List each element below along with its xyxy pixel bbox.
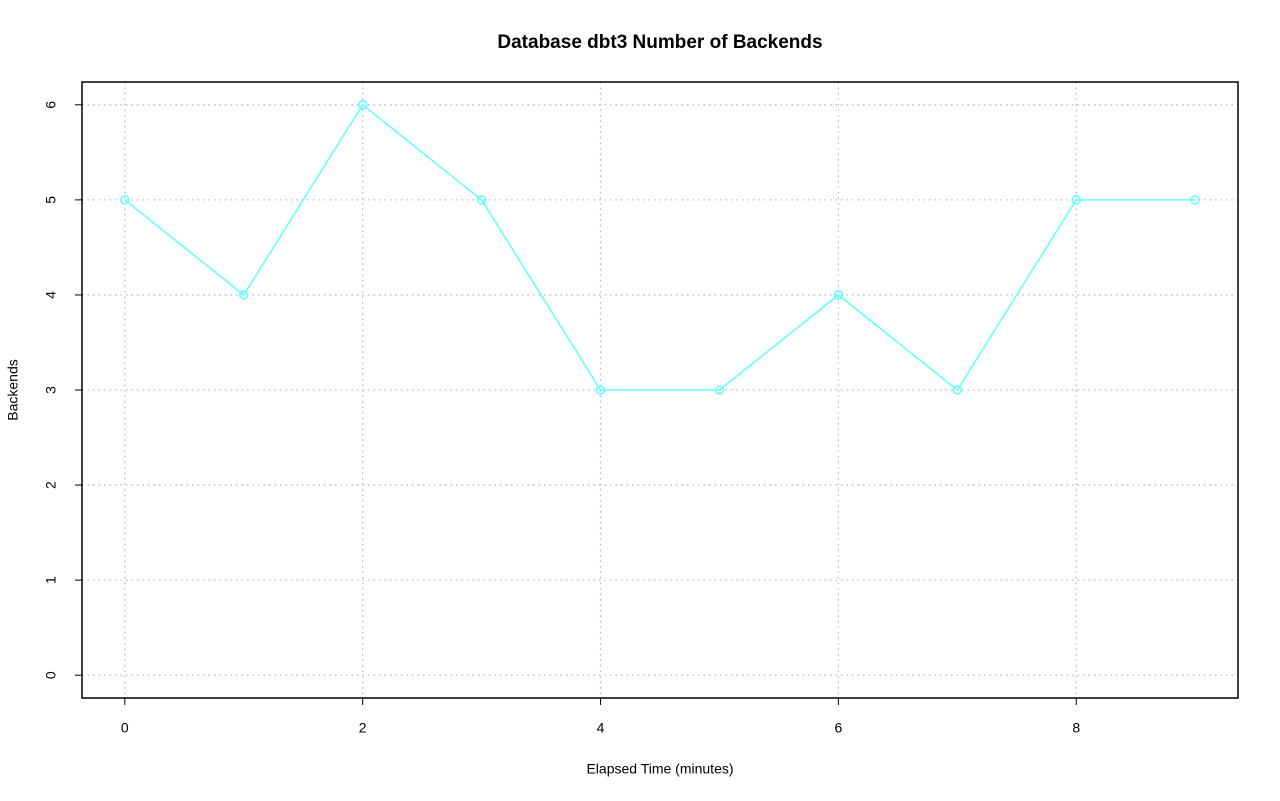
x-tick-label: 0 (121, 720, 129, 736)
data-point (1071, 195, 1082, 205)
y-tick-label: 4 (43, 291, 59, 299)
x-tick-label: 2 (359, 720, 367, 736)
x-axis-label: Elapsed Time (minutes) (586, 761, 733, 777)
data-point (357, 100, 368, 110)
plot-frame (81, 81, 1239, 699)
x-tick-label: 6 (834, 720, 842, 736)
y-tick-label: 1 (43, 576, 59, 584)
x-tick-label: 4 (597, 720, 605, 736)
data-point (476, 195, 487, 205)
y-tick-label: 0 (43, 671, 59, 679)
data-point (120, 195, 130, 205)
y-tick-label: 3 (43, 386, 59, 394)
data-point (238, 290, 249, 300)
x-tick-label: 8 (1072, 720, 1080, 736)
data-point (714, 385, 725, 395)
y-tick-label: 6 (43, 101, 59, 109)
y-axis-label: Backends (5, 359, 21, 420)
data-line (124, 103, 1196, 392)
data-point (595, 385, 606, 395)
data-point (833, 290, 844, 300)
data-point (1190, 195, 1200, 205)
chart-title: Database dbt3 Number of Backends (497, 32, 822, 53)
data-point (952, 385, 963, 395)
y-tick-label: 5 (43, 196, 59, 204)
y-tick-label: 2 (43, 481, 59, 489)
